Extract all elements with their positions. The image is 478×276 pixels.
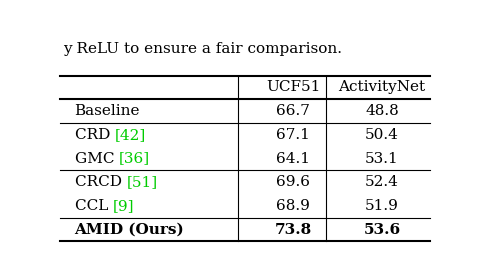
Text: UCF51: UCF51 (266, 81, 320, 94)
Text: 68.9: 68.9 (276, 199, 310, 213)
Text: CRCD: CRCD (75, 175, 127, 189)
Text: [42]: [42] (115, 128, 146, 142)
Text: 53.6: 53.6 (363, 222, 401, 237)
Text: 66.7: 66.7 (276, 104, 310, 118)
Text: GMC: GMC (75, 152, 119, 166)
Text: y ReLU to ensure a fair comparison.: y ReLU to ensure a fair comparison. (64, 42, 342, 56)
Text: [36]: [36] (119, 152, 150, 166)
Text: ActivityNet: ActivityNet (338, 81, 425, 94)
Text: 67.1: 67.1 (276, 128, 310, 142)
Text: 53.1: 53.1 (365, 152, 399, 166)
Text: [9]: [9] (113, 199, 134, 213)
Text: 73.8: 73.8 (274, 222, 312, 237)
Text: 50.4: 50.4 (365, 128, 399, 142)
Text: 48.8: 48.8 (365, 104, 399, 118)
Text: Baseline: Baseline (75, 104, 140, 118)
Text: 52.4: 52.4 (365, 175, 399, 189)
Text: [51]: [51] (127, 175, 158, 189)
Text: CRD: CRD (75, 128, 115, 142)
Text: 51.9: 51.9 (365, 199, 399, 213)
Text: 69.6: 69.6 (276, 175, 310, 189)
Text: AMID (Ours): AMID (Ours) (75, 222, 185, 237)
Text: 64.1: 64.1 (276, 152, 310, 166)
Text: CCL: CCL (75, 199, 113, 213)
